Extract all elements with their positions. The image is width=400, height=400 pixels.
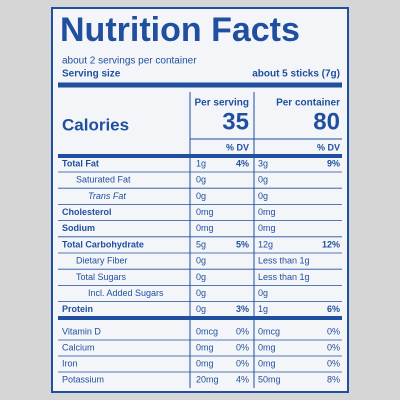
nutrient-name: Total Sugars (76, 272, 127, 282)
amount: 20mg (196, 374, 219, 384)
serving-size-label: Serving size (62, 69, 121, 80)
serving-size-value: about 5 sticks (7g) (252, 69, 340, 80)
daily-value: 0% (327, 342, 340, 352)
nutrient-name: Total Fat (62, 158, 99, 168)
column-header: Per container (276, 98, 340, 109)
nutrient-name: Saturated Fat (76, 175, 131, 185)
dv-header: % DV (226, 142, 249, 152)
amount: 1g (258, 304, 268, 314)
nutrient-name: Incl. Added Sugars (88, 288, 164, 298)
amount: 0g (258, 191, 268, 201)
amount: 0g (196, 175, 206, 185)
amount: 12g (258, 239, 273, 249)
amount: 0mcg (196, 326, 218, 336)
nutrient-name: Trans Fat (88, 191, 126, 201)
amount: 0mg (196, 342, 214, 352)
amount: 0mcg (258, 326, 280, 336)
calories-label: Calories (62, 115, 129, 134)
nutrient-name: Protein (62, 304, 93, 314)
calories-value: 35 (222, 108, 249, 135)
amount: 0g (196, 191, 206, 201)
amount: 0mg (258, 223, 276, 233)
dv-header: % DV (317, 142, 340, 152)
daily-value: 8% (327, 374, 340, 384)
amount: 0mg (196, 207, 214, 217)
calories-value: 80 (313, 108, 340, 135)
nutrient-name: Sodium (62, 223, 95, 233)
daily-value: 9% (327, 158, 340, 168)
daily-value: 6% (327, 304, 340, 314)
daily-value: 0% (327, 358, 340, 368)
nutrient-name: Total Carbohydrate (62, 239, 144, 249)
amount: 0g (258, 288, 268, 298)
amount: 0g (196, 256, 206, 266)
column-header: Per serving (195, 98, 249, 109)
amount: 0mg (258, 207, 276, 217)
daily-value: 0% (236, 326, 249, 336)
amount: 0mg (196, 358, 214, 368)
daily-value: 0% (236, 358, 249, 368)
amount: 0mg (258, 358, 276, 368)
amount: 0mg (196, 223, 214, 233)
daily-value: 12% (322, 239, 340, 249)
nutrient-name: Vitamin D (62, 326, 101, 336)
amount: 3g (258, 158, 268, 168)
nutrient-name: Potassium (62, 374, 104, 384)
daily-value: 4% (236, 158, 249, 168)
amount: 1g (196, 158, 206, 168)
daily-value: 0% (236, 342, 249, 352)
amount: 0g (196, 288, 206, 298)
nutrient-name: Cholesterol (62, 207, 112, 217)
servings: about 2 servings per container (62, 56, 197, 67)
amount: 0mg (258, 342, 276, 352)
amount: 50mg (258, 374, 281, 384)
nutrient-name: Calcium (62, 342, 95, 352)
label-border (51, 7, 349, 393)
daily-value: 4% (236, 374, 249, 384)
title: Nutrition Facts (60, 11, 300, 49)
amount: Less than 1g (258, 256, 310, 266)
amount: 0g (258, 175, 268, 185)
nutrient-name: Iron (62, 358, 78, 368)
amount: 5g (196, 239, 206, 249)
nutrient-name: Dietary Fiber (76, 256, 128, 266)
daily-value: 3% (236, 304, 249, 314)
amount: 0g (196, 272, 206, 282)
daily-value: 0% (327, 326, 340, 336)
amount: Less than 1g (258, 272, 310, 282)
amount: 0g (196, 304, 206, 314)
daily-value: 5% (236, 239, 249, 249)
